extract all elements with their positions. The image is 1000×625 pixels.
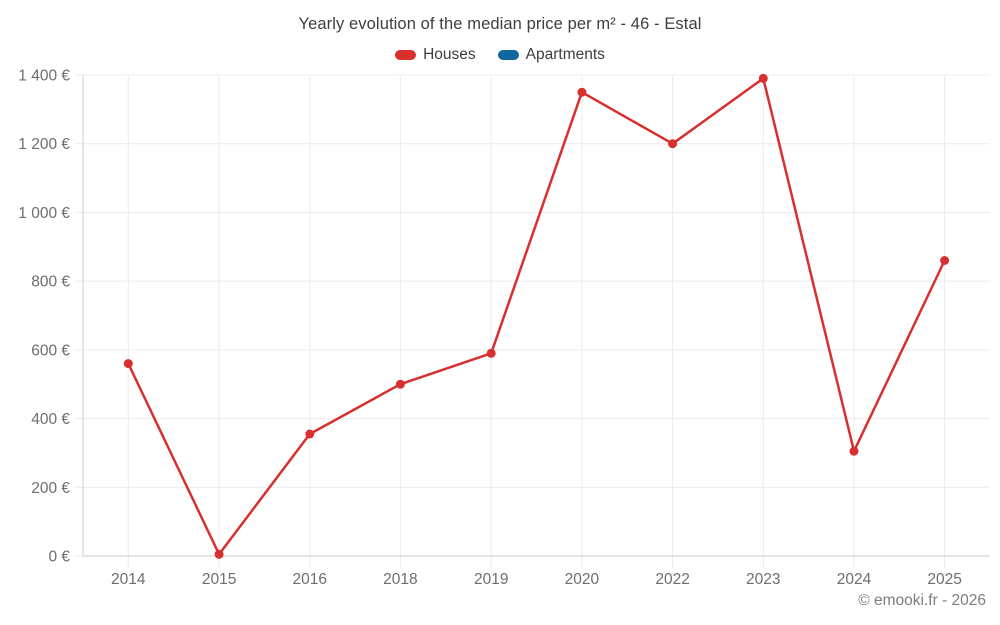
legend-item-apartments[interactable]: Apartments — [497, 46, 605, 64]
data-point-houses-2016[interactable] — [305, 429, 315, 439]
x-axis-label: 2018 — [383, 571, 417, 588]
data-point-houses-2024[interactable] — [849, 446, 859, 456]
x-axis-label: 2025 — [927, 571, 961, 588]
legend-label-houses: Houses — [423, 46, 476, 63]
x-axis-label: 2023 — [746, 571, 780, 588]
data-point-houses-2020[interactable] — [577, 87, 587, 97]
legend-item-houses[interactable]: Houses — [395, 46, 476, 64]
data-point-houses-2019[interactable] — [486, 348, 496, 358]
series-line-houses — [127, 77, 946, 556]
x-axis-label: 2019 — [474, 571, 508, 588]
data-point-houses-2018[interactable] — [395, 379, 405, 389]
data-point-houses-2022[interactable] — [668, 139, 678, 149]
y-axis-label: 1 000 € — [18, 205, 70, 222]
x-axis-label: 2016 — [293, 571, 327, 588]
y-axis-label: 400 € — [31, 411, 70, 428]
data-point-houses-2015[interactable] — [214, 549, 224, 559]
legend-swatch-apartments-icon — [497, 50, 519, 60]
chart-title: Yearly evolution of the median price per… — [298, 15, 702, 33]
data-point-houses-2023[interactable] — [758, 73, 768, 83]
y-axis-label: 1 200 € — [18, 136, 70, 153]
legend-label-apartments: Apartments — [525, 46, 605, 63]
y-axis-label: 1 400 € — [18, 68, 70, 85]
y-axis-label: 600 € — [31, 342, 70, 359]
x-axis-label: 2024 — [837, 571, 872, 588]
x-axis-label: 2022 — [655, 571, 689, 588]
chart-legend: Houses Apartments — [0, 46, 1000, 64]
legend-swatch-houses-icon — [395, 50, 417, 60]
copyright-text: © emooki.fr - 2026 — [858, 592, 986, 609]
data-point-houses-2014[interactable] — [123, 359, 133, 369]
y-axis-label: 800 € — [31, 274, 70, 291]
data-point-houses-2025[interactable] — [940, 256, 950, 265]
x-axis-label: 2014 — [111, 571, 146, 588]
y-axis-label: 0 € — [48, 549, 70, 566]
x-axis-label: 2020 — [565, 571, 600, 588]
y-axis-label: 200 € — [31, 480, 70, 497]
x-axis-label: 2015 — [202, 571, 236, 588]
